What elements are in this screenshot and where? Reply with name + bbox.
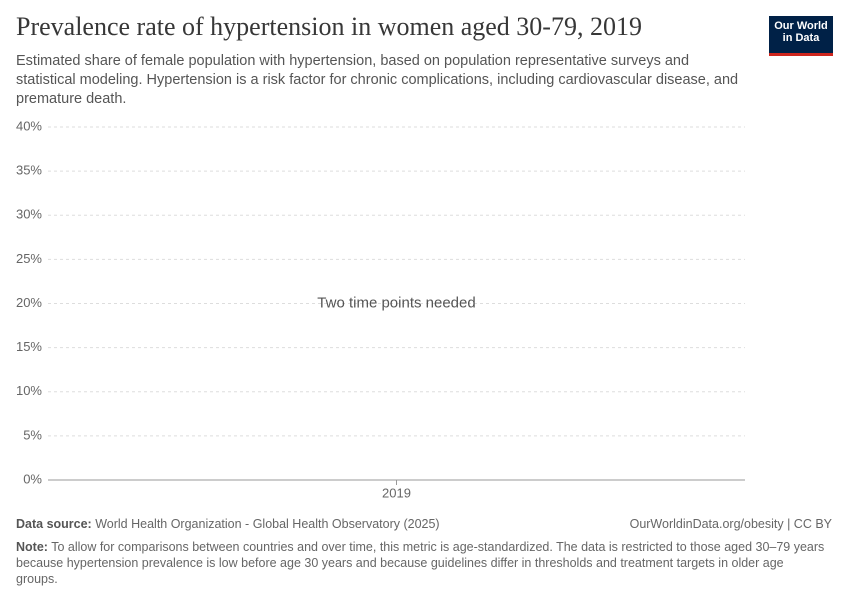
y-tick-label: 40% [16, 118, 42, 133]
source: Data source: World Health Organization -… [16, 517, 440, 531]
chart-subtitle: Estimated share of female population wit… [16, 53, 739, 107]
chart-title: Prevalence rate of hypertension in women… [16, 12, 642, 41]
x-tick-label: 2019 [382, 485, 411, 500]
logo[interactable]: Our World in Data [769, 16, 833, 56]
source-text: World Health Organization - Global Healt… [95, 517, 440, 531]
note-label: Note: [16, 540, 48, 554]
source-label: Data source: [16, 517, 92, 531]
y-tick-label: 10% [16, 383, 42, 398]
note: Note: To allow for comparisons between c… [16, 539, 826, 587]
y-tick-label: 5% [23, 427, 42, 442]
note-text: To allow for comparisons between countri… [16, 540, 825, 586]
y-tick-label: 35% [16, 163, 42, 178]
source-url[interactable]: OurWorldinData.org/obesity | CC BY [629, 517, 832, 531]
y-tick-label: 0% [23, 471, 42, 486]
y-tick-label: 20% [16, 295, 42, 310]
logo-text: in Data [782, 32, 820, 44]
y-tick-label: 15% [16, 339, 42, 354]
y-tick-label: 30% [16, 207, 42, 222]
y-tick-label: 25% [16, 251, 42, 266]
annotation: Two time points needed [317, 294, 475, 311]
logo-text: Our World [774, 20, 828, 32]
